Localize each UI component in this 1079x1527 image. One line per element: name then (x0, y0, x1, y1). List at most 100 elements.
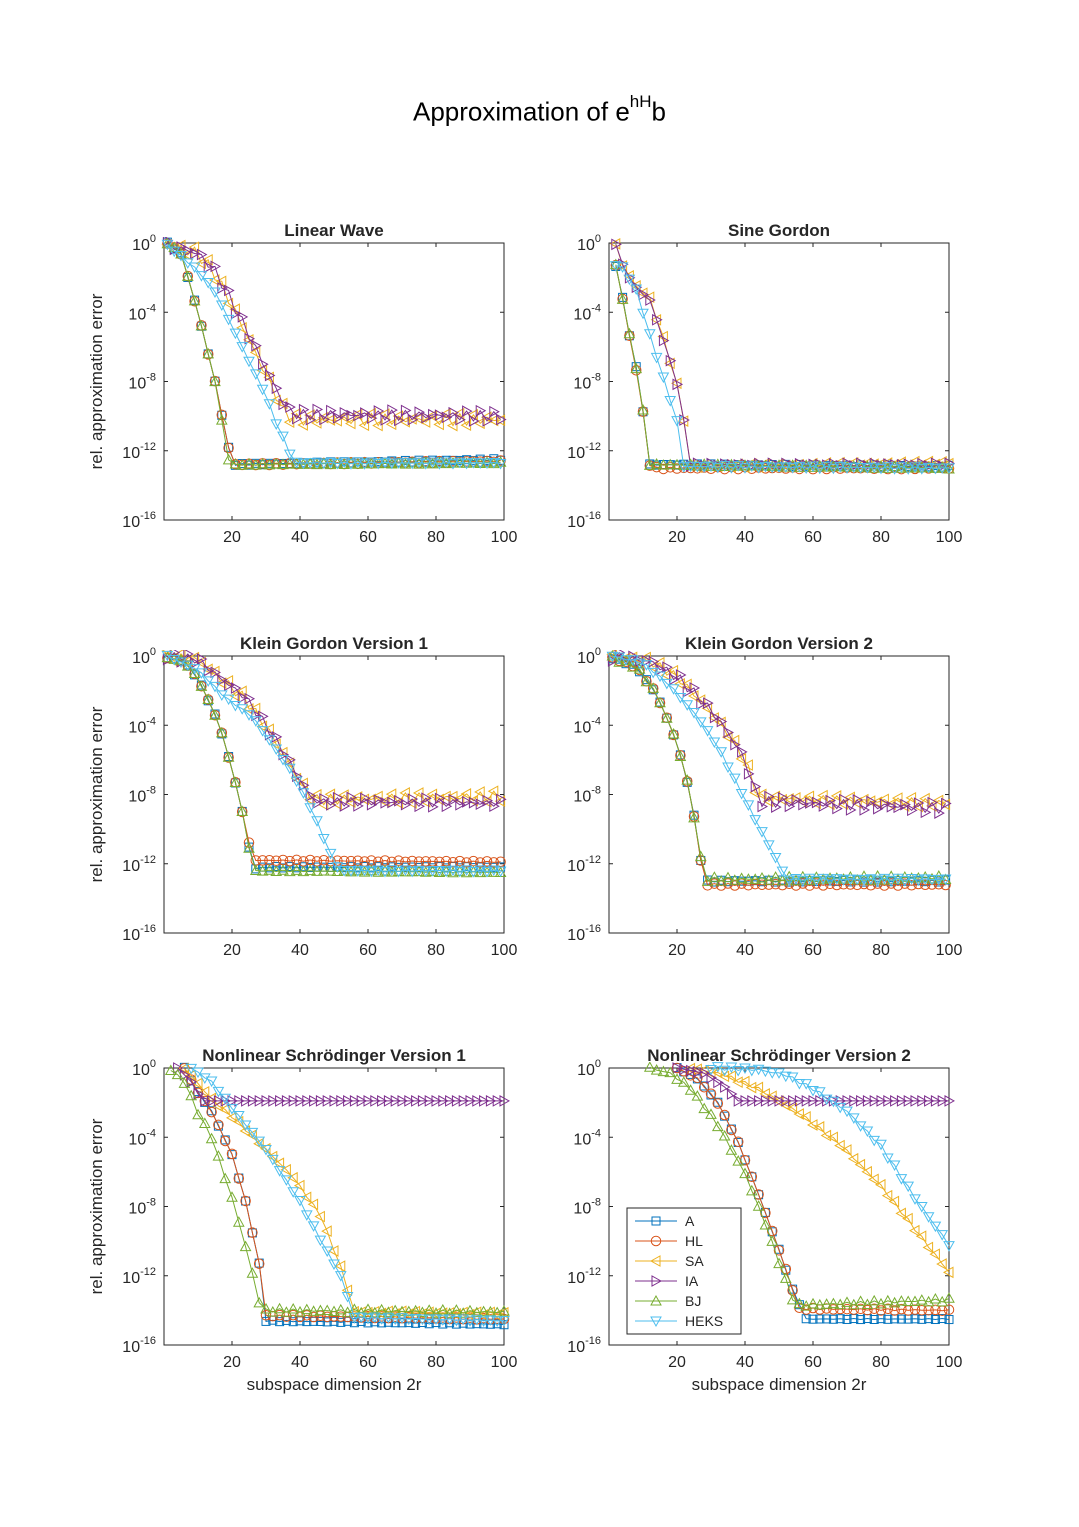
data-point-heks (875, 463, 887, 475)
data-point-heks (426, 866, 439, 877)
data-point-heks (779, 1071, 792, 1083)
data-point-ia (441, 411, 453, 424)
data-point-ia (268, 1095, 279, 1107)
data-point-a (305, 863, 315, 873)
data-point-ia (472, 1095, 483, 1107)
data-point-sa (725, 1070, 736, 1082)
x-tick-label: 100 (491, 529, 518, 546)
data-point-heks (654, 671, 666, 683)
data-point-ia (230, 307, 242, 320)
data-point-heks (300, 1210, 313, 1221)
data-point-heks (294, 1195, 306, 1207)
data-point-heks (263, 399, 276, 410)
data-point-a (937, 1314, 947, 1324)
data-point-heks (222, 314, 235, 326)
data-point-bj (813, 1298, 826, 1310)
data-point-heks (919, 874, 932, 885)
data-point-bj (698, 1102, 711, 1114)
data-point-a (329, 1316, 339, 1326)
data-point-a (835, 1314, 845, 1324)
data-point-ia (913, 797, 925, 809)
data-point-a (417, 1318, 427, 1328)
data-point-sa (440, 408, 451, 420)
data-point-ia (196, 248, 208, 261)
data-point-bj (841, 461, 853, 472)
data-point-heks (334, 1271, 347, 1282)
data-point-bj (633, 663, 646, 674)
data-point-ia (937, 1095, 949, 1107)
data-point-ia (468, 415, 480, 427)
legend-marker (651, 1275, 663, 1287)
data-point-a (856, 1315, 866, 1325)
data-point-a (302, 1317, 312, 1327)
data-point-ia (312, 403, 324, 416)
data-point-bj (433, 456, 446, 468)
data-point-heks (909, 462, 921, 473)
data-point-ia (798, 798, 809, 811)
data-point-heks (803, 873, 816, 885)
data-point-heks (491, 1316, 504, 1328)
data-point-sa (433, 418, 444, 431)
data-point-sa (344, 417, 356, 430)
data-point-sa (399, 415, 410, 428)
chart-panel-sine-gordon: Sine Gordon 20 40 60 80 100 100 10-4 10-8 10-1… (567, 221, 962, 546)
data-point-sa (225, 1111, 237, 1124)
data-point-bj (277, 458, 289, 470)
y-axis-label: rel. approximation error (87, 1118, 106, 1294)
data-point-heks (470, 1314, 483, 1326)
data-point-ia (781, 1095, 792, 1107)
data-point-bj (382, 1306, 395, 1317)
data-point-ia (329, 1095, 341, 1107)
data-point-ia (791, 794, 803, 806)
y-tick-label: 100 (577, 1058, 601, 1079)
data-point-ia (866, 795, 877, 808)
legend-label: SA (685, 1253, 704, 1269)
data-point-hl (630, 365, 642, 376)
data-point-sa (385, 788, 397, 800)
data-point-heks (396, 1313, 408, 1324)
data-point-a (336, 1317, 346, 1327)
data-point-sa (854, 1158, 866, 1171)
data-point-a (275, 1317, 285, 1327)
data-point-ia (360, 792, 371, 805)
data-point-bj (243, 457, 255, 469)
data-point-heks (834, 462, 847, 473)
data-point-bj (195, 319, 208, 331)
data-point-heks (392, 867, 405, 878)
data-point-ia (496, 793, 507, 806)
data-point-heks (885, 875, 898, 887)
data-point-heks (229, 328, 242, 340)
data-point-hl (746, 1171, 758, 1183)
data-point-heks (820, 1094, 833, 1106)
data-point-bj (338, 458, 351, 470)
data-point-sa (446, 419, 458, 432)
data-point-heks (609, 261, 622, 272)
data-point-hl (943, 1304, 955, 1315)
data-point-ia (244, 332, 256, 345)
data-point-ia (394, 794, 405, 807)
data-point-bj (171, 1068, 184, 1080)
data-point-ia (859, 804, 871, 816)
data-point-ia (356, 1095, 368, 1107)
data-point-bj (181, 270, 194, 281)
data-point-heks (800, 1079, 813, 1090)
data-point-ia (479, 1095, 490, 1107)
data-point-bj (759, 1219, 772, 1230)
y-tick-label: 10-12 (122, 441, 156, 462)
data-point-heks (715, 747, 728, 758)
data-point-heks (338, 865, 351, 877)
data-point-ia (672, 1062, 684, 1074)
data-point-sa (419, 416, 431, 428)
data-point-sa (735, 753, 747, 765)
data-point-bj (385, 866, 398, 877)
data-point-heks (494, 866, 507, 878)
data-point-bj (786, 1293, 799, 1305)
data-point-ia (370, 1095, 381, 1107)
data-point-bj (943, 1292, 955, 1303)
data-point-ia (451, 1095, 463, 1107)
data-point-heks (239, 1120, 252, 1131)
data-point-ia (811, 796, 823, 809)
series-heks (161, 650, 507, 878)
data-point-a (366, 863, 376, 873)
data-point-ia (278, 398, 290, 411)
